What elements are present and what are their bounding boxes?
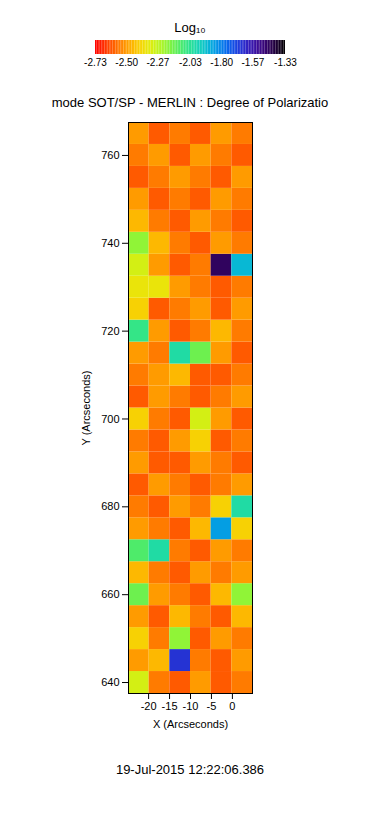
svg-text:-5: -5 [207, 700, 217, 712]
svg-text:-20: -20 [141, 700, 157, 712]
svg-text:-2.27: -2.27 [147, 57, 170, 68]
svg-text:680: 680 [101, 500, 119, 512]
svg-text:-10: -10 [183, 700, 199, 712]
svg-text:720: 720 [101, 325, 119, 337]
svg-text:660: 660 [101, 588, 119, 600]
svg-text:740: 740 [101, 237, 119, 249]
svg-text:0: 0 [229, 700, 235, 712]
svg-text:-1.57: -1.57 [242, 57, 265, 68]
svg-text:-2.03: -2.03 [179, 57, 202, 68]
svg-text:-1.33: -1.33 [274, 57, 297, 68]
html-text:Log₁₀: Log₁₀ [174, 20, 206, 35]
html-text:19-Jul-2015 12:22:06.386: 19-Jul-2015 12:22:06.386 [115, 762, 265, 777]
svg-text:Y (Arcseconds): Y (Arcseconds) [80, 371, 92, 446]
html-text:mode SOT/SP - MERLIN : Degree: mode SOT/SP - MERLIN : Degree of Polariz… [51, 95, 329, 110]
svg-text:-2.73: -2.73 [84, 57, 107, 68]
svg-text:X (Arcseconds): X (Arcseconds) [153, 718, 228, 730]
svg-text:640: 640 [101, 676, 119, 688]
svg-text:-15: -15 [162, 700, 178, 712]
svg-text:-1.80: -1.80 [210, 57, 233, 68]
svg-text:-2.50: -2.50 [115, 57, 138, 68]
svg-text:700: 700 [101, 413, 119, 425]
svg-text:760: 760 [101, 149, 119, 161]
